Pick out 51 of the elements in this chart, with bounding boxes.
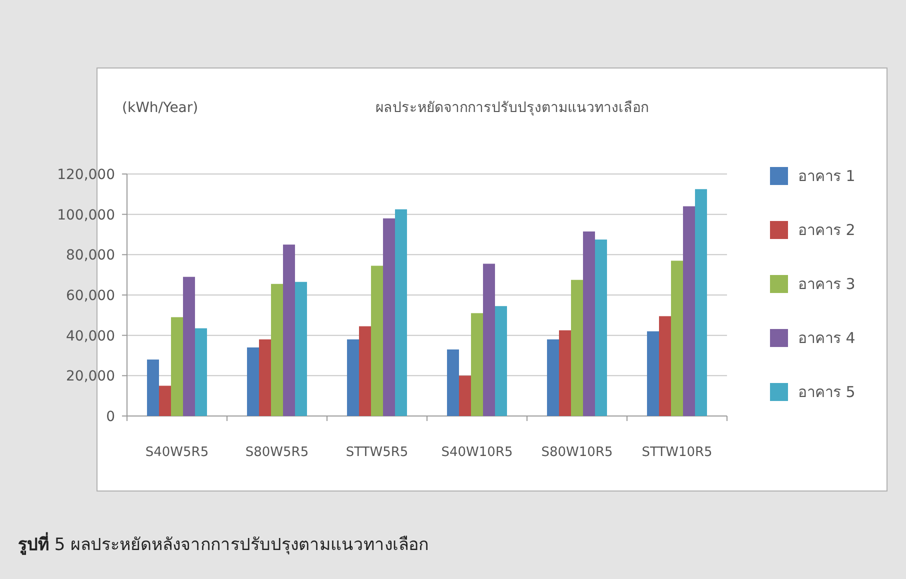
bar (595, 240, 607, 416)
x-tick-label: STTW5R5 (346, 445, 408, 460)
bar (495, 306, 507, 416)
y-tick-label: 60,000 (66, 288, 115, 304)
y-tick-label: 20,000 (66, 368, 115, 385)
x-tick-label: S80W5R5 (245, 445, 309, 460)
bar (459, 376, 471, 416)
bar (395, 209, 407, 416)
x-tick-label: STTW10R5 (642, 445, 712, 460)
bar (695, 189, 707, 416)
bar (171, 317, 183, 416)
y-axis-title: (kWh/Year) (122, 100, 198, 116)
text: รูปที่ 5 ผลประหยัดหลังจากการปรับปรุงตามแนวทางเลือก (18, 532, 429, 556)
bar (247, 347, 259, 416)
x-tick-label: S40W5R5 (145, 445, 209, 460)
legend-label: อาคาร 4 (798, 329, 856, 347)
bar (283, 244, 295, 416)
chart-title: ผลประหยัดจากการปรับปรุงตามแนวทางเลือก (376, 100, 648, 116)
bar (383, 218, 395, 416)
x-tick-label: S40W10R5 (441, 445, 513, 460)
bar (571, 280, 583, 416)
bar (195, 328, 207, 416)
bar (371, 266, 383, 416)
bar (471, 313, 483, 416)
y-tick-label: 100,000 (57, 207, 115, 224)
y-tick-label: 80,000 (66, 248, 115, 264)
bar (659, 316, 671, 416)
bar (183, 276, 195, 416)
y-tick-label: 40,000 (66, 328, 115, 344)
bar (647, 331, 659, 416)
bar (547, 339, 559, 416)
x-tick-label: S80W10R5 (541, 445, 613, 460)
bar (683, 206, 695, 416)
bar (447, 349, 459, 416)
bar (147, 360, 159, 416)
bar (271, 284, 283, 416)
y-tick-label: 120,000 (57, 167, 115, 183)
bar (259, 339, 271, 416)
bar (483, 264, 495, 416)
bar (347, 339, 359, 416)
bar (295, 282, 307, 416)
bar (159, 386, 171, 416)
bar (359, 326, 371, 416)
legend-label: อาคาร 3 (798, 275, 856, 293)
bar (559, 330, 571, 416)
bar (583, 231, 595, 416)
legend-label: อาคาร 5 (798, 383, 856, 401)
legend-label: อาคาร 1 (798, 167, 856, 185)
bar (671, 260, 683, 416)
y-tick-label: 0 (106, 409, 115, 425)
legend-label: อาคาร 2 (798, 221, 856, 239)
